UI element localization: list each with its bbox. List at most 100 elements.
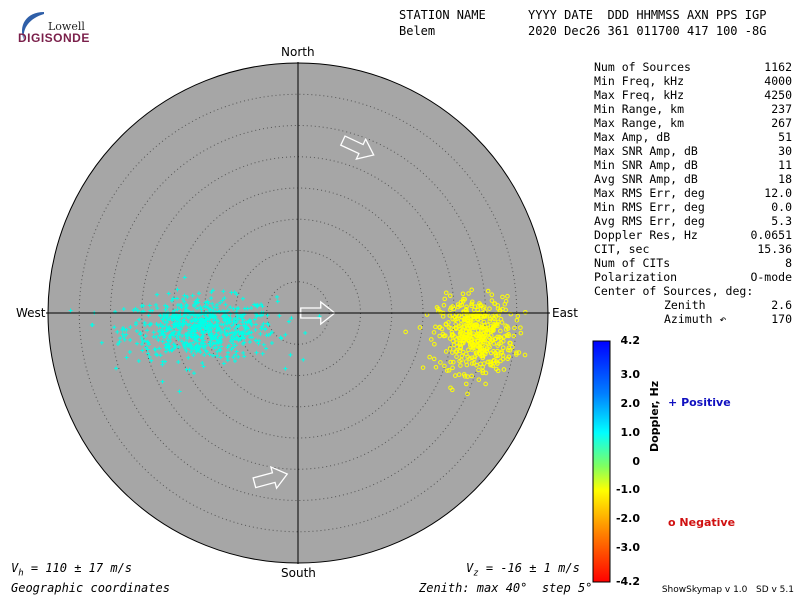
negative-source-point — [464, 362, 470, 368]
colorbar-tick: 2.0 — [620, 397, 641, 411]
positive-source-point — [115, 329, 120, 334]
positive-source-point — [209, 335, 214, 340]
positive-source-point — [221, 313, 226, 318]
positive-source-point — [264, 333, 269, 338]
positive-source-point — [192, 316, 197, 321]
positive-source-point — [253, 322, 258, 327]
negative-source-point — [459, 328, 464, 334]
negative-source-point — [453, 326, 459, 332]
negative-source-point — [469, 303, 474, 309]
positive-source-point — [236, 329, 241, 334]
positive-source-point — [167, 317, 172, 322]
positive-source-point — [154, 322, 159, 327]
negative-source-point — [434, 305, 440, 310]
positive-source-point — [253, 327, 258, 332]
colorbar-tick: -2.0 — [615, 511, 640, 525]
positive-source-point — [185, 331, 190, 336]
header-station-value: Belem — [399, 24, 436, 38]
negative-source-point — [460, 291, 466, 297]
positive-source-point — [173, 345, 178, 350]
negative-source-point — [450, 338, 456, 344]
positive-source-point — [225, 354, 230, 359]
positive-source-point — [176, 345, 181, 350]
positive-source-point — [192, 332, 197, 337]
negative-source-point — [508, 311, 514, 317]
positive-source-point — [232, 319, 237, 324]
negative-source-point — [475, 316, 481, 322]
positive-source-point — [196, 291, 201, 296]
negative-source-point — [456, 313, 462, 318]
positive-source-point — [167, 344, 172, 349]
positive-source-point — [212, 313, 217, 318]
negative-source-point — [522, 309, 528, 315]
positive-source-point — [252, 317, 257, 322]
negative-source-point — [431, 356, 437, 362]
positive-source-point — [223, 312, 228, 317]
negative-source-point — [487, 306, 492, 311]
positive-source-point — [189, 349, 194, 354]
positive-source-point — [182, 293, 187, 298]
positive-source-point — [201, 344, 206, 349]
positive-source-point — [196, 347, 201, 352]
positive-source-point — [215, 349, 220, 354]
positive-source-point — [233, 332, 238, 337]
positive-source-point — [120, 332, 125, 337]
positive-source-point — [203, 343, 208, 348]
positive-source-point — [148, 322, 153, 327]
positive-source-point — [242, 354, 247, 359]
positive-source-point — [199, 335, 204, 340]
colorbar-tick: 4.2 — [620, 334, 641, 347]
positive-source-point — [218, 355, 223, 360]
positive-source-point — [195, 297, 200, 302]
positive-source-point — [263, 326, 268, 331]
positive-source-point — [112, 325, 117, 330]
positive-source-point — [139, 303, 144, 308]
azimuth-arrow-icon: ↶ — [719, 312, 727, 326]
positive-source-point — [205, 305, 210, 310]
positive-source-point — [207, 308, 212, 313]
positive-source-point — [153, 302, 158, 307]
positive-source-point — [157, 333, 162, 338]
negative-source-point — [463, 316, 469, 322]
positive-source-point — [214, 341, 219, 346]
positive-source-point — [261, 342, 266, 347]
positive-source-point — [175, 303, 180, 308]
negative-source-point — [498, 328, 503, 334]
positive-source-point — [177, 314, 182, 319]
positive-source-point — [198, 305, 203, 310]
positive-source-point — [279, 336, 284, 341]
negative-source-point — [450, 350, 455, 355]
positive-source-point — [200, 361, 205, 366]
positive-source-point — [214, 305, 219, 310]
positive-source-point — [164, 320, 169, 325]
negative-source-point — [464, 304, 469, 310]
positive-source-point — [128, 338, 133, 343]
positive-source-point — [198, 350, 203, 355]
positive-source-point — [242, 340, 247, 345]
negative-source-point — [500, 345, 506, 350]
positive-source-point — [165, 338, 170, 343]
positive-source-point — [261, 321, 266, 326]
positive-source-point — [151, 330, 156, 335]
logo-digisonde: DIGISONDE — [18, 31, 90, 45]
positive-source-point — [189, 329, 194, 334]
positive-source-point — [238, 313, 243, 318]
positive-source-point — [258, 331, 263, 336]
positive-source-point — [180, 321, 185, 326]
negative-source-point — [481, 306, 486, 311]
negative-source-point — [514, 317, 520, 323]
positive-source-point — [155, 306, 160, 311]
positive-source-point — [148, 308, 153, 313]
positive-source-point — [192, 304, 197, 309]
positive-source-point — [269, 341, 274, 346]
negative-source-point — [487, 318, 493, 324]
positive-source-point — [181, 297, 186, 302]
positive-source-point — [121, 325, 126, 330]
positive-source-point — [221, 289, 226, 294]
positive-source-point — [158, 313, 163, 318]
stat-row: Max Freq, kHz 4250 — [594, 88, 792, 102]
negative-source-point — [479, 323, 485, 328]
positive-source-point — [121, 307, 126, 312]
positive-source-point — [195, 335, 200, 340]
positive-source-point — [218, 300, 223, 305]
